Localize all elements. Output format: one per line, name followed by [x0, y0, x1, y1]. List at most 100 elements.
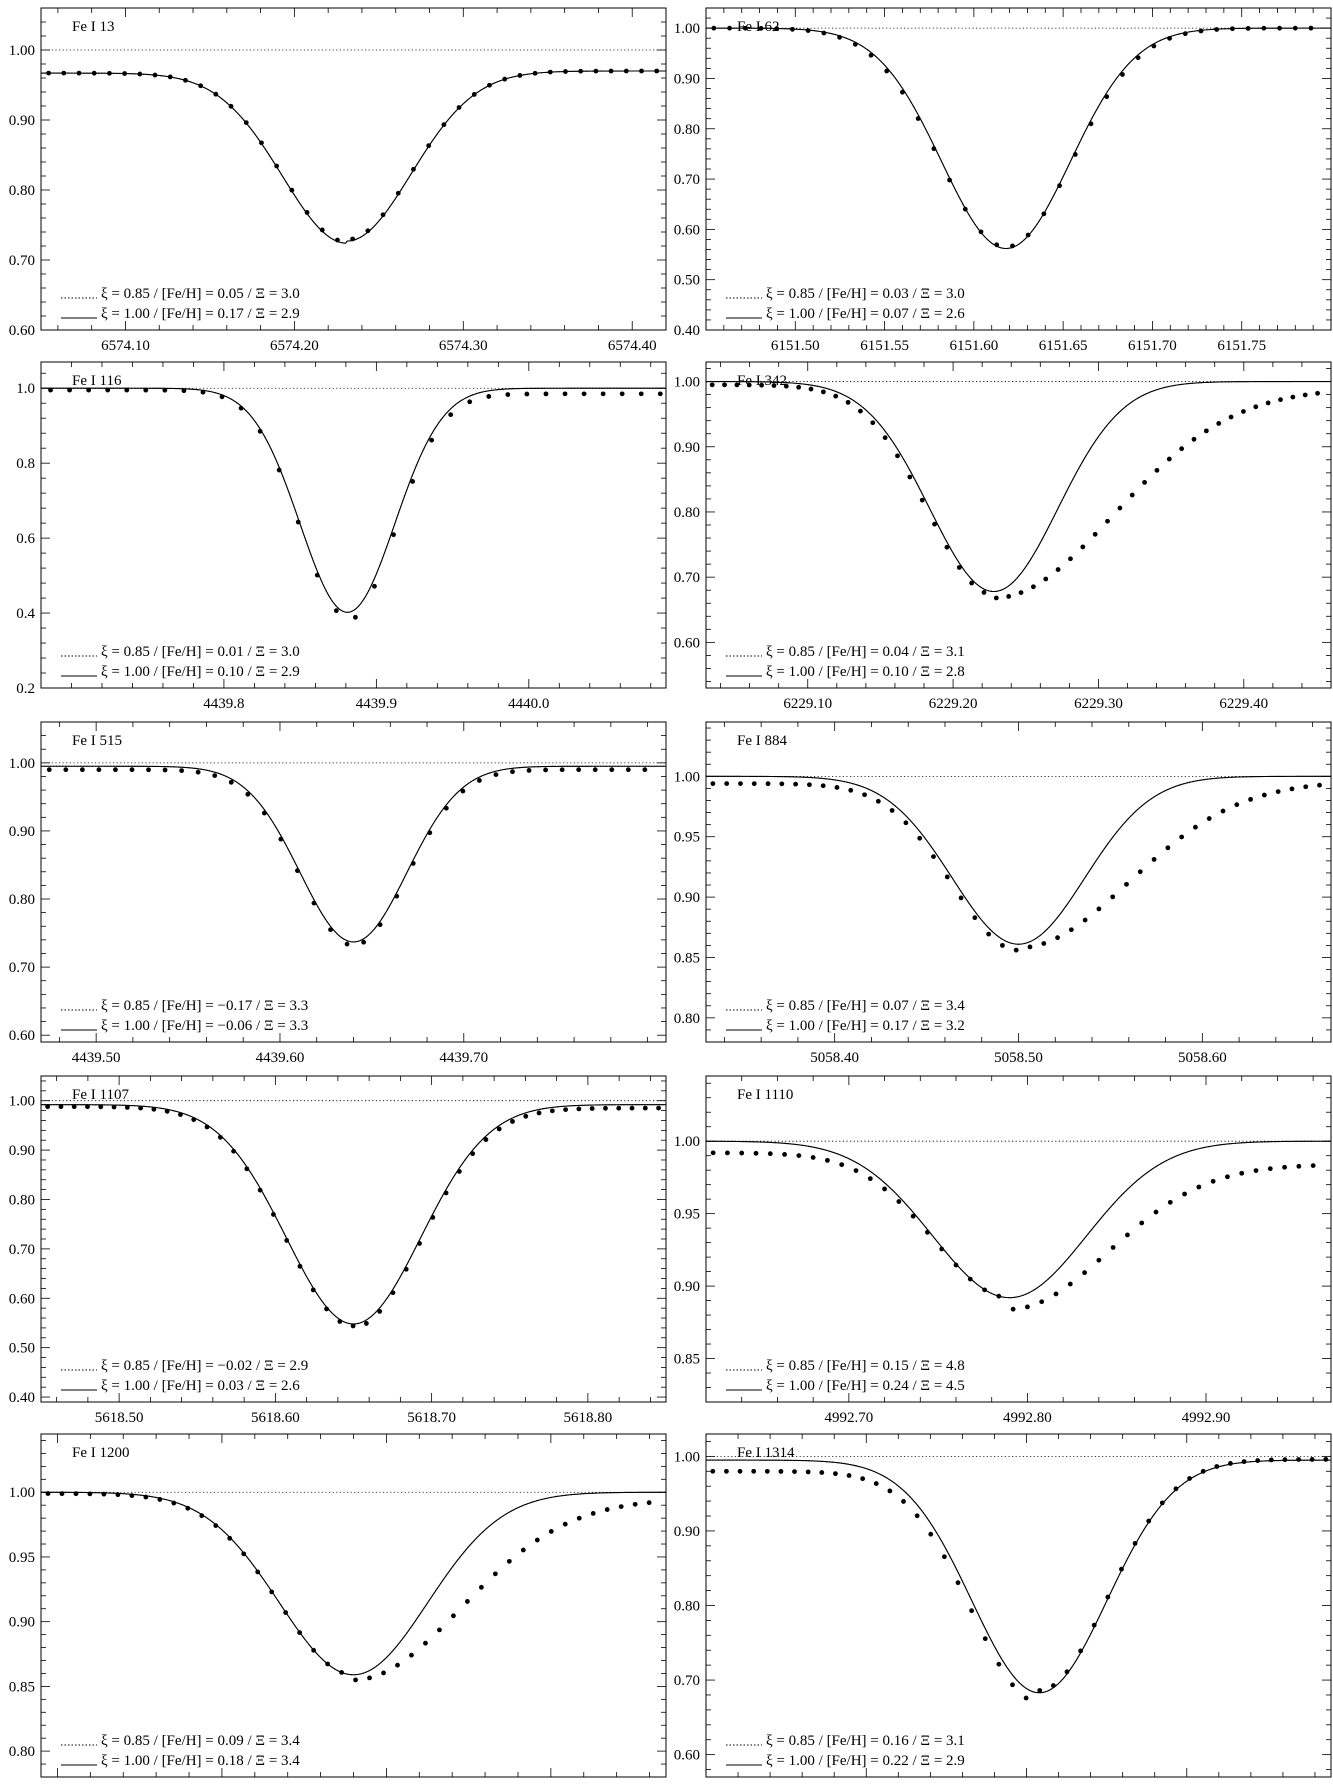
chart-0-ytick-label: 0.80 [9, 183, 35, 199]
chart-4-observed-point [195, 769, 201, 775]
chart-9-observed-point [1309, 1457, 1315, 1462]
chart-0-xtick-label: 6574.10 [101, 338, 150, 354]
chart-1-series-solid-line [706, 27, 1331, 250]
chart-6-observed-point [417, 1241, 422, 1246]
chart-0-observed-point [304, 210, 310, 215]
chart-9-ytick-label: 0.90 [674, 1524, 700, 1540]
chart-5-legend-label-dotted: ξ = 0.85 / [Fe/H] = 0.07 / Ξ = 3.4 [766, 998, 965, 1014]
chart-0-observed-point [228, 103, 234, 109]
chart-1-observed-point [915, 116, 921, 121]
chart-8-frame [40, 1433, 667, 1778]
chart-4-observed-point [113, 767, 118, 773]
chart-2-observed-point [467, 399, 473, 405]
chart-7-observed-point [953, 1262, 959, 1268]
chart-8-observed-point [548, 1529, 554, 1534]
chart-0-observed-point [198, 83, 204, 89]
chart-7-observed-point [796, 1153, 802, 1158]
chart-4-observed-point [79, 767, 85, 773]
chart-6-ytick-label: 0.40 [9, 1390, 35, 1406]
chart-6-observed-point [284, 1238, 290, 1243]
chart-8-observed-point [632, 1501, 638, 1507]
chart-4-observed-point [146, 767, 151, 773]
chart-7-observed-point [896, 1199, 902, 1204]
chart-1-observed-point [805, 28, 811, 33]
chart-2-ytick-label: 0.2 [16, 681, 35, 697]
chart-4-series-dotted-line [41, 765, 666, 943]
chart-5-observed-point [1248, 796, 1253, 802]
chart-6-observed-point [523, 1113, 529, 1119]
chart-7-observed-point [1282, 1164, 1287, 1170]
chart-0-observed-point [471, 92, 477, 97]
chart-1-observed-point [1308, 25, 1314, 31]
chart-8-observed-point [520, 1547, 526, 1553]
chart-9-panel: 0.600.700.800.901.005649.85649.95650.056… [674, 1433, 1332, 1778]
chart-9-observed-point [1214, 1464, 1220, 1469]
chart-3-observed-point [1241, 409, 1246, 414]
chart-3-observed-point [1129, 492, 1135, 498]
chart-2-series-solid-line [41, 387, 666, 613]
chart-0-observed-point [639, 68, 644, 74]
chart-2-observed-point [524, 391, 530, 397]
chart-3-observed-point [1265, 400, 1271, 406]
chart-7-ytick-label: 0.95 [674, 1207, 700, 1223]
chart-9-observed-point [941, 1554, 947, 1560]
chart-3-observed-point [1302, 392, 1308, 398]
chart-8-title: Fe I 1200 [72, 1445, 130, 1461]
chart-2-panel: 0.2 0.4 0.6 0.8 1.0 4439.8 4439.9 4440.0 Fe I 11… [16, 361, 667, 712]
chart-9-observed-point [1200, 1468, 1206, 1474]
chart-7-observed-point [710, 1150, 716, 1156]
chart-5-observed-point [875, 798, 881, 804]
chart-5-observed-point [765, 781, 771, 787]
chart-9-observed-point [1268, 1457, 1274, 1463]
chart-6-observed-point [257, 1187, 263, 1193]
chart-4-observed-point [377, 922, 383, 928]
chart-5-ytick-label: 0.80 [674, 1011, 700, 1027]
chart-7-observed-point [1167, 1199, 1173, 1205]
chart-4-observed-point [245, 791, 251, 797]
chart-9-observed-point [914, 1513, 920, 1519]
chart-9-ytick-label: 1.00 [674, 1449, 700, 1465]
chart-1-observed-point [790, 26, 795, 32]
chart-1-xtick-label: 6151.70 [1128, 338, 1177, 354]
chart-1-frame [705, 7, 1332, 331]
chart-3-series-solid-line [706, 381, 1331, 593]
chart-5-observed-point [1068, 927, 1074, 933]
chart-6-title: Fe I 1107 [72, 1087, 129, 1103]
chart-5-observed-point [972, 915, 978, 921]
chart-1-panel: 0.40 0.50 0.60 0.70 0.80 0.90 1.00 6151.50 6151.… [674, 7, 1332, 354]
chart-4-frame [40, 721, 667, 1043]
chart-0-xtick-label: 6574.40 [608, 338, 657, 354]
chart-8-observed-point [353, 1677, 358, 1683]
chart-6-ytick-label: 0.90 [9, 1143, 35, 1159]
chart-6-observed-point [271, 1212, 276, 1217]
chart-3-observed-point [993, 595, 999, 601]
chart-9-observed-point [737, 1468, 743, 1474]
chart-5-observed-point [1151, 857, 1157, 862]
chart-5-observed-point [862, 792, 867, 798]
chart-3-observed-point [932, 521, 937, 527]
chart-7-observed-point [996, 1293, 1002, 1299]
chart-7-observed-point [1110, 1245, 1116, 1250]
chart-5-observed-point [1193, 824, 1198, 830]
chart-5-observed-point [1165, 845, 1171, 851]
chart-8-observed-point [381, 1670, 386, 1676]
chart-7-series-solid-line [706, 1140, 1331, 1299]
chart-0-observed-point [411, 166, 416, 172]
chart-3-observed-point [1191, 436, 1197, 442]
chart-6-observed-point [98, 1104, 104, 1110]
chart-8-observed-point [646, 1500, 652, 1506]
chart-1-observed-point [868, 52, 874, 58]
chart-2-observed-point [181, 388, 187, 394]
chart-1-observed-point [1292, 25, 1298, 31]
chart-2-observed-point [219, 394, 225, 400]
chart-5-observed-point [944, 874, 950, 880]
chart-7-series-dotted-line [706, 1140, 1331, 1299]
chart-5-observed-point [1275, 789, 1281, 794]
chart-5-observed-point [917, 835, 923, 841]
chart-2-observed-point [162, 387, 168, 393]
chart-8-observed-point [367, 1675, 372, 1681]
chart-5-observed-point [779, 781, 785, 787]
chart-1-observed-point [947, 177, 952, 183]
chart-0-title: Fe I 13 [72, 19, 115, 35]
chart-0-observed-point [91, 70, 97, 76]
